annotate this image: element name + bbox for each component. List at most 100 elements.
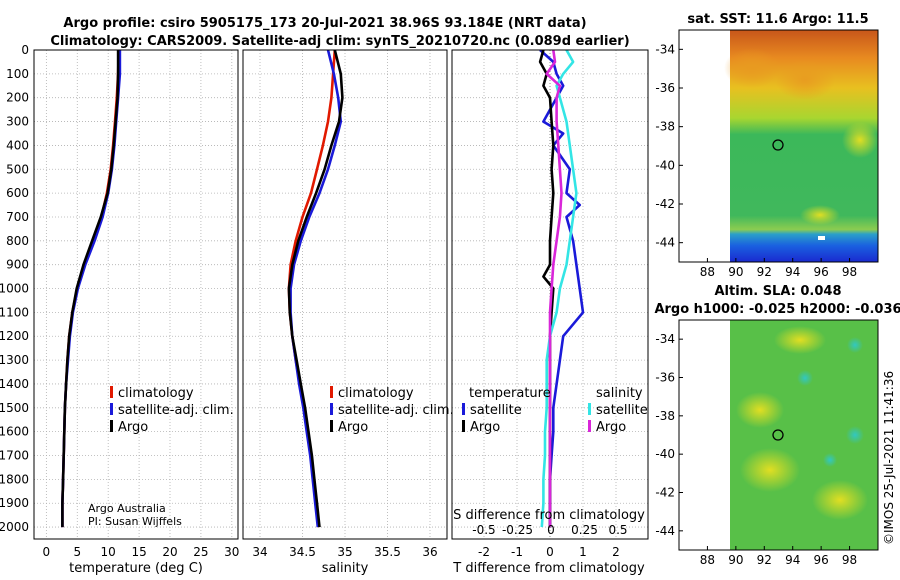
figure-title-line2: Climatology: CARS2009. Satellite-adj cli…: [50, 34, 629, 49]
legend-swatch-temp-satellite: [462, 403, 465, 415]
sst-map-panel: sat. SST: 11.6 Argo: 11.5 88 90 92 94 96 98 -3…: [655, 12, 879, 279]
x-tick-label: 15: [131, 545, 146, 559]
depth-tick-label: 1500: [0, 401, 29, 415]
top-x-tick-label: -0.5: [472, 523, 495, 537]
sla-map-frame: [678, 319, 879, 551]
top-x-tick-label: 0.5: [608, 523, 627, 537]
credit-line2: PI: Susan Wijffels: [88, 515, 182, 528]
x-tick-label: 30: [224, 545, 239, 559]
timestamp-stamp: ©IMOS 25-Jul-2021 11:41:36: [882, 371, 896, 545]
x-tick-label: 35: [337, 545, 352, 559]
depth-tick-label: 800: [6, 234, 29, 248]
map-x-tick-label: 90: [728, 553, 743, 567]
legend-swatch-satellite: [110, 403, 113, 415]
x-tick-label: -1: [511, 545, 523, 559]
legend-swatch-sal-argo: [588, 420, 591, 432]
map-x-tick-label: 92: [757, 553, 772, 567]
depth-tick-label: 1100: [0, 305, 29, 319]
sla-feature: [774, 326, 826, 354]
depth-tick-label: 300: [6, 115, 29, 129]
x-tick-label: 10: [101, 545, 116, 559]
map-x-tick-label: 90: [728, 265, 743, 279]
difference-panel: -2 -1 0 1 2 S difference from climatology -0…: [451, 49, 649, 576]
depth-tick-label: 100: [6, 67, 29, 81]
legend-title-temperature: temperature: [469, 386, 551, 401]
x-tick-label: 34.5: [289, 545, 316, 559]
series-line-salinity-satellite: [540, 50, 578, 528]
map-x-tick-label: 88: [700, 265, 715, 279]
series-line-argo: [61, 50, 120, 528]
figure-title-line1: Argo profile: csiro 5905175_173 20-Jul-2…: [63, 16, 586, 31]
x-tick-label: 0: [546, 545, 554, 559]
legend-swatch-climatology: [110, 386, 113, 398]
sla-map-title-line2: Argo h1000: -0.025 h2000: -0.036: [654, 302, 900, 317]
series-line-temperature-satellite: [539, 50, 585, 528]
salinity-xlabel: salinity: [322, 561, 369, 576]
legend-label-climatology: climatology: [338, 386, 414, 401]
legend-label-sal-argo: Argo: [596, 420, 626, 435]
legend-swatch-argo: [330, 420, 333, 432]
depth-tick-label: 700: [6, 210, 29, 224]
map-y-tick-label: -34: [655, 42, 675, 56]
depth-tick-label: 1600: [0, 425, 29, 439]
credit-line1: Argo Australia: [88, 502, 166, 515]
difference-legend: temperature salinity satellite Argo sate…: [462, 386, 648, 435]
map-y-tick-label: -38: [655, 409, 675, 423]
sla-feature: [736, 392, 784, 428]
argo-location-marker: [772, 429, 784, 441]
sst-missing-cell: [818, 236, 825, 240]
salinity-panel: 34 34.5 35 35.5 36 salinity climatology sate…: [242, 49, 454, 576]
map-y-tick-label: -36: [655, 371, 675, 385]
sla-feature: [740, 448, 800, 492]
salinity-legend: climatology satellite-adj. clim. Argo: [330, 386, 454, 435]
depth-tick-label: 1800: [0, 472, 29, 486]
map-y-tick-label: -44: [655, 236, 675, 250]
legend-label-argo: Argo: [338, 420, 368, 435]
temperature-panel: 0 5 10 15 20 25 30 0 100 200 300 400 500 600 700 800 90…: [0, 43, 239, 576]
sla-feature: [823, 453, 837, 467]
temperature-xlabel: temperature (deg C): [69, 561, 203, 576]
map-y-tick-label: -42: [655, 486, 675, 500]
sla-feature: [797, 370, 813, 386]
sla-map-panel: Altim. SLA: 0.048 Argo h1000: -0.025 h20…: [654, 284, 900, 567]
depth-tick-label: 1400: [0, 377, 29, 391]
difference-axes-frame: [451, 49, 649, 540]
depth-tick-label: 900: [6, 258, 29, 272]
legend-label-sal-satellite: satellite: [596, 403, 648, 418]
x-tick-label: 2: [612, 545, 620, 559]
legend-label-climatology: climatology: [118, 386, 194, 401]
series-line-argo: [287, 50, 344, 528]
map-y-tick-label: -38: [655, 120, 675, 134]
x-tick-label: 36: [422, 545, 437, 559]
x-tick-label: 34: [252, 545, 267, 559]
x-tick-label: 25: [193, 545, 208, 559]
sst-feature: [775, 60, 835, 100]
map-x-tick-label: 96: [814, 265, 829, 279]
map-y-tick-label: -44: [655, 524, 675, 538]
series-line-salinity-argo: [545, 50, 563, 528]
sla-feature: [846, 426, 864, 444]
x-tick-label: 5: [73, 545, 81, 559]
depth-tick-label: 200: [6, 91, 29, 105]
map-x-tick-label: 98: [842, 265, 857, 279]
temperature-legend: climatology satellite-adj. clim. Argo: [110, 386, 234, 435]
map-y-tick-label: -40: [655, 158, 675, 172]
map-y-tick-label: -36: [655, 81, 675, 95]
sst-feature: [800, 205, 840, 225]
legend-swatch-sal-satellite: [588, 403, 591, 415]
map-y-tick-label: -42: [655, 197, 675, 211]
top-x-tick-label: 0: [547, 523, 555, 537]
legend-label-temp-argo: Argo: [470, 420, 500, 435]
temperature-axes-frame: [33, 49, 239, 540]
sla-map-title-line1: Altim. SLA: 0.048: [715, 284, 842, 299]
top-x-tick-label: 0.25: [571, 523, 598, 537]
temperature-diff-xlabel: T difference from climatology: [452, 561, 645, 576]
map-y-tick-label: -34: [655, 332, 675, 346]
salinity-diff-xlabel: S difference from climatology: [453, 508, 645, 523]
top-x-tick-label: -0.25: [502, 523, 533, 537]
x-tick-label: 20: [162, 545, 177, 559]
legend-swatch-climatology: [330, 386, 333, 398]
depth-tick-label: 500: [6, 162, 29, 176]
legend-title-salinity: salinity: [596, 386, 643, 401]
